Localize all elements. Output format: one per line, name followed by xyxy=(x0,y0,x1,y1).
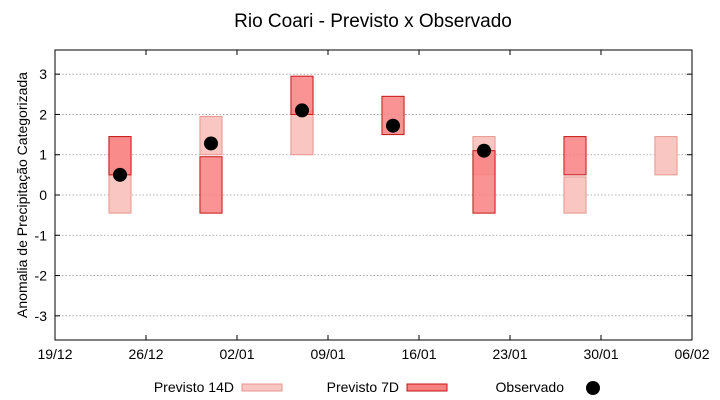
legend-observado: Observado xyxy=(496,379,600,395)
x-tick-label: 16/01 xyxy=(401,346,436,362)
previsto-14d-bar xyxy=(654,136,678,176)
chart-title: Rio Coari - Previsto x Observado xyxy=(234,11,512,32)
x-tick-label: 06/02 xyxy=(674,346,709,362)
ticks-layer: -3 -2 -1 0 1 2 3 19/12 26/12 02/01 09/01 16/01 23/01… xyxy=(35,50,710,362)
observado-point xyxy=(386,118,400,133)
legend-label: Previsto 14D xyxy=(154,379,234,395)
previsto-14d-bar xyxy=(563,176,587,214)
y-tick-label: 2 xyxy=(39,106,47,122)
legend-marker xyxy=(586,381,600,395)
observado-point xyxy=(477,143,491,158)
y-tick-label: 1 xyxy=(39,147,47,163)
x-tick-label: 09/01 xyxy=(310,346,345,362)
legend-swatch xyxy=(406,383,448,392)
observado-point xyxy=(204,136,218,151)
x-tick-label: 30/01 xyxy=(583,346,618,362)
y-axis-label: Anomalia de Precipitação Categorizada xyxy=(14,72,30,318)
previsto-7d-bar xyxy=(472,150,496,214)
y-tick-label: -2 xyxy=(35,268,48,284)
legend-swatch xyxy=(241,383,283,392)
y-tick-label: 0 xyxy=(39,187,47,203)
legend-previsto-14d: Previsto 14D xyxy=(154,379,283,395)
legend-label: Observado xyxy=(496,379,565,395)
y-tick-label: -1 xyxy=(35,227,48,243)
previsto-7d-bar xyxy=(199,156,223,214)
x-tick-label: 23/01 xyxy=(492,346,527,362)
marks-layer xyxy=(108,75,678,214)
previsto-7d-bar xyxy=(563,136,587,176)
observado-point xyxy=(295,103,309,118)
grid-layer xyxy=(55,73,692,317)
observado-point xyxy=(113,167,127,182)
legend-previsto-7d: Previsto 7D xyxy=(327,379,448,395)
y-tick-label: 3 xyxy=(39,66,47,82)
y-tick-label: -3 xyxy=(35,308,48,324)
x-tick-label: 19/12 xyxy=(37,346,72,362)
legend-label: Previsto 7D xyxy=(327,379,399,395)
legend: Previsto 14D Previsto 7D Observado xyxy=(154,379,600,395)
x-tick-label: 02/01 xyxy=(219,346,254,362)
x-tick-label: 26/12 xyxy=(128,346,163,362)
